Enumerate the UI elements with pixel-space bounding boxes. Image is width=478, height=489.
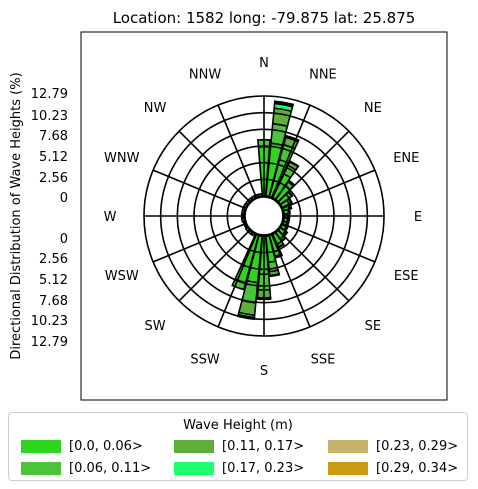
direction-label: ENE	[393, 151, 419, 166]
legend-item: [0.29, 0.34>	[328, 459, 458, 477]
radial-tick-label: 7.68	[39, 294, 68, 309]
legend-item: [0.06, 0.11>	[21, 459, 151, 477]
legend-item: [0.23, 0.29>	[328, 437, 458, 455]
radial-tick-labels: 12.79 10.23 7.68 5.12 2.56 0 0 2.56 5.12 7.68 10.2…	[31, 87, 68, 350]
polar-grid-lines	[143, 95, 385, 337]
radial-tick-label: 5.12	[39, 273, 68, 288]
radial-tick-label: 5.12	[39, 150, 68, 165]
rose-bar-segment	[273, 100, 295, 107]
grid-spoke	[217, 234, 258, 328]
rose-bar-segment	[286, 208, 292, 215]
legend-label: [0.29, 0.34>	[376, 460, 459, 476]
rose-bar-segment	[268, 272, 281, 278]
direction-label: WSW	[105, 269, 139, 284]
grid-spoke	[178, 130, 251, 203]
legend-swatch	[328, 461, 368, 475]
radial-tick-label: 7.68	[39, 129, 68, 144]
direction-label: S	[260, 364, 268, 379]
grid-spoke	[178, 229, 251, 302]
legend-label: [0.06, 0.11>	[69, 460, 152, 476]
grid-spoke	[152, 169, 246, 210]
legend-item: [0.11, 0.17>	[174, 437, 304, 455]
radial-tick-label: 0	[60, 191, 68, 206]
plot-frame	[80, 31, 448, 401]
radial-tick-label: 2.56	[39, 171, 68, 186]
legend-item: [0.0, 0.06>	[21, 437, 143, 455]
legend-label: [0.17, 0.23>	[222, 460, 305, 476]
direction-label: ESE	[394, 269, 419, 284]
direction-label: SSE	[311, 352, 336, 367]
y-axis-label: Directional Distribution of Wave Heights…	[9, 72, 24, 359]
legend-swatch	[21, 461, 61, 475]
grid-spoke	[152, 222, 246, 263]
radial-tick-label: 10.23	[31, 314, 68, 329]
radial-tick-label: 2.56	[39, 252, 68, 267]
direction-label: SW	[145, 319, 166, 334]
rose-bar-segment	[288, 160, 300, 168]
chart-title: Location: 1582 long: -79.875 lat: 25.875	[113, 9, 416, 27]
direction-label: W	[104, 210, 117, 225]
direction-label: SE	[365, 319, 381, 334]
radial-tick-label: 12.79	[31, 87, 68, 102]
direction-labels: N NNE NE ENE E ESE SE SSE S SSW SW WSW W WNW NW NNW	[104, 56, 423, 379]
grid-spoke	[270, 234, 311, 328]
direction-label: NNE	[309, 68, 337, 83]
direction-label: WNW	[104, 151, 140, 166]
legend-label: [0.11, 0.17>	[222, 438, 305, 454]
rose-bar-segment	[287, 197, 294, 205]
radial-tick-label: 10.23	[31, 109, 68, 124]
legend-swatch	[21, 439, 61, 453]
legend-swatch	[174, 461, 214, 475]
legend-title: Wave Height (m)	[183, 418, 293, 433]
direction-label: NE	[364, 101, 382, 116]
grid-spoke	[282, 222, 376, 263]
grid-spoke	[277, 130, 350, 203]
grid-spoke	[277, 229, 350, 302]
direction-label: NNW	[189, 68, 221, 83]
rose-bar-segment	[231, 277, 247, 291]
legend-item: [0.17, 0.23>	[174, 459, 304, 477]
legend-swatch	[328, 439, 368, 453]
direction-label: SSW	[190, 352, 220, 367]
legend-swatch	[174, 439, 214, 453]
legend-label: [0.0, 0.06>	[69, 438, 143, 454]
grid-spoke	[282, 169, 376, 210]
direction-label: NW	[144, 101, 167, 116]
center-hole	[244, 196, 284, 236]
windrose-figure: Location: 1582 long: -79.875 lat: 25.875…	[9, 9, 448, 401]
grid-spoke	[217, 104, 258, 198]
direction-label: N	[259, 56, 269, 71]
grid-spoke	[270, 104, 311, 198]
direction-label: E	[414, 210, 422, 225]
legend-label: [0.23, 0.29>	[376, 438, 459, 454]
radial-tick-label: 0	[60, 232, 68, 247]
legend: Wave Height (m) [0.0, 0.06> [0.06, 0.11>…	[8, 412, 468, 481]
radial-tick-label: 12.79	[31, 335, 68, 350]
